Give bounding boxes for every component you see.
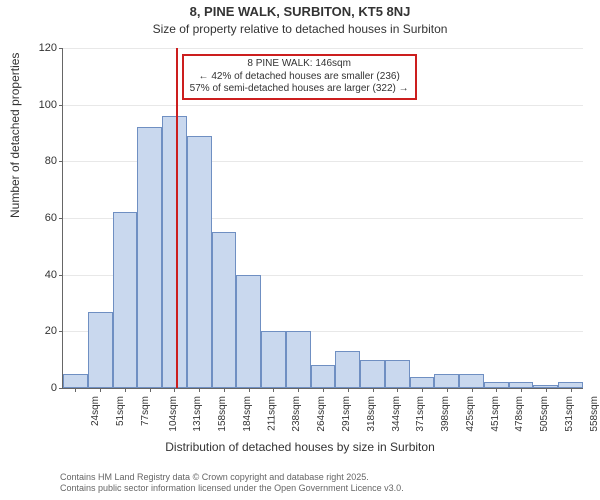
gridline (63, 48, 583, 49)
gridline (63, 105, 583, 106)
xtick-mark (273, 388, 274, 392)
histogram-bar (137, 127, 162, 388)
footer-attribution: Contains HM Land Registry data © Crown c… (60, 472, 404, 495)
xtick-label: 238sqm (291, 396, 302, 432)
ytick-mark (59, 331, 63, 332)
histogram-bar (533, 385, 558, 388)
xtick-label: 451sqm (489, 396, 500, 432)
xtick-label: 531sqm (564, 396, 575, 432)
xtick-mark (174, 388, 175, 392)
xtick-label: 344sqm (390, 396, 401, 432)
xtick-mark (373, 388, 374, 392)
xtick-mark (397, 388, 398, 392)
xtick-label: 104sqm (167, 396, 178, 432)
ytick-label: 20 (45, 325, 57, 337)
annotation-line-3: 57% of semi-detached houses are larger (… (190, 83, 409, 96)
xtick-mark (150, 388, 151, 392)
ytick-mark (59, 161, 63, 162)
xtick-mark (224, 388, 225, 392)
xtick-label: 318sqm (366, 396, 377, 432)
xtick-mark (249, 388, 250, 392)
ytick-mark (59, 275, 63, 276)
ytick-label: 80 (45, 155, 57, 167)
xtick-mark (571, 388, 572, 392)
annotation-line-1: 8 PINE WALK: 146sqm (190, 58, 409, 71)
histogram-bar (236, 275, 261, 388)
ytick-mark (59, 105, 63, 106)
xtick-label: 211sqm (266, 396, 277, 431)
histogram-bar (558, 382, 583, 388)
annotation-line-2: ← 42% of detached houses are smaller (23… (190, 71, 409, 84)
xtick-label: 371sqm (415, 396, 426, 432)
xtick-label: 291sqm (341, 396, 352, 432)
xtick-label: 51sqm (115, 396, 126, 426)
ytick-label: 60 (45, 212, 57, 224)
histogram-bar (162, 116, 187, 388)
xtick-label: 77sqm (140, 396, 151, 426)
xtick-mark (100, 388, 101, 392)
annotation-box: 8 PINE WALK: 146sqm ← 42% of detached ho… (182, 54, 417, 100)
chart-title-sub: Size of property relative to detached ho… (0, 22, 600, 36)
xtick-label: 24sqm (90, 396, 101, 426)
footer-line-1: Contains HM Land Registry data © Crown c… (60, 472, 404, 483)
xtick-mark (521, 388, 522, 392)
ytick-label: 120 (39, 42, 57, 54)
xtick-mark (348, 388, 349, 392)
xtick-mark (125, 388, 126, 392)
histogram-bar (434, 374, 459, 388)
x-axis-label: Distribution of detached houses by size … (0, 440, 600, 454)
xtick-mark (546, 388, 547, 392)
histogram-bar (410, 377, 435, 388)
histogram-bar (509, 382, 534, 388)
xtick-label: 131sqm (192, 396, 203, 432)
property-marker-line (176, 48, 178, 388)
xtick-mark (496, 388, 497, 392)
footer-line-2: Contains public sector information licen… (60, 483, 404, 494)
xtick-label: 184sqm (242, 396, 253, 432)
ytick-mark (59, 388, 63, 389)
ytick-mark (59, 48, 63, 49)
xtick-label: 505sqm (539, 396, 550, 432)
xtick-mark (199, 388, 200, 392)
xtick-label: 264sqm (316, 396, 327, 432)
xtick-mark (323, 388, 324, 392)
xtick-label: 158sqm (217, 396, 228, 432)
plot-area: 8 PINE WALK: 146sqm ← 42% of detached ho… (62, 48, 583, 389)
xtick-mark (298, 388, 299, 392)
histogram-bar (113, 212, 138, 388)
y-axis-label: Number of detached properties (8, 53, 22, 218)
ytick-label: 100 (39, 99, 57, 111)
histogram-bar (459, 374, 484, 388)
xtick-mark (75, 388, 76, 392)
xtick-label: 398sqm (440, 396, 451, 432)
chart-title-main: 8, PINE WALK, SURBITON, KT5 8NJ (0, 4, 600, 19)
histogram-bar (212, 232, 237, 388)
xtick-mark (422, 388, 423, 392)
histogram-bar (311, 365, 336, 388)
ytick-label: 0 (51, 382, 57, 394)
ytick-label: 40 (45, 269, 57, 281)
histogram-bar (286, 331, 311, 388)
xtick-label: 425sqm (465, 396, 476, 432)
histogram-bar (484, 382, 509, 388)
xtick-label: 558sqm (588, 396, 599, 432)
xtick-label: 478sqm (514, 396, 525, 432)
xtick-mark (447, 388, 448, 392)
chart-container: { "title": { "main": "8, PINE WALK, SURB… (0, 0, 600, 500)
histogram-bar (63, 374, 88, 388)
histogram-bar (335, 351, 360, 388)
histogram-bar (360, 360, 385, 388)
histogram-bar (261, 331, 286, 388)
histogram-bar (385, 360, 410, 388)
xtick-mark (472, 388, 473, 392)
histogram-bar (88, 312, 113, 389)
ytick-mark (59, 218, 63, 219)
histogram-bar (187, 136, 212, 388)
